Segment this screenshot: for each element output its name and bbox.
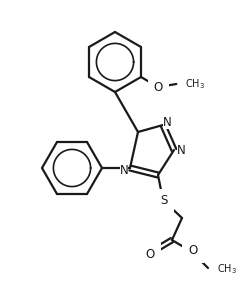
Text: N: N	[120, 163, 128, 177]
Text: S: S	[160, 195, 168, 207]
Text: CH$_3$: CH$_3$	[217, 262, 237, 276]
Text: O: O	[145, 249, 155, 261]
Text: O: O	[188, 245, 198, 257]
Text: N: N	[163, 116, 171, 128]
Text: CH$_3$: CH$_3$	[185, 77, 205, 91]
Text: N: N	[177, 143, 185, 156]
Text: O: O	[154, 81, 163, 94]
